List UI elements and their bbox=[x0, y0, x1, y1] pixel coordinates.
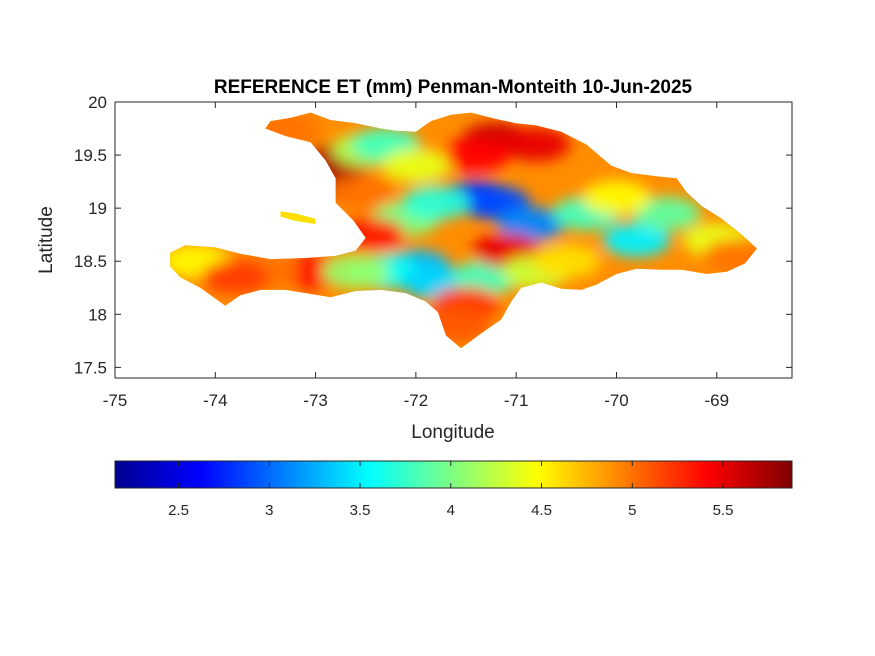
x-tick-label: -71 bbox=[504, 391, 529, 410]
colorbar bbox=[114, 460, 793, 489]
y-tick-label: 19.5 bbox=[74, 146, 107, 165]
land-region-0 bbox=[170, 112, 757, 349]
y-tick-label: 20 bbox=[88, 93, 107, 112]
x-tick-label: -75 bbox=[103, 391, 128, 410]
et-cell-32 bbox=[582, 180, 651, 215]
et-cell-3 bbox=[502, 127, 571, 162]
chart-title: REFERENCE ET (mm) Penman-Monteith 10-Jun… bbox=[214, 77, 693, 98]
y-tick-label: 18 bbox=[88, 305, 107, 324]
et-cell-4 bbox=[442, 138, 511, 173]
colorbar-tick-label: 5.5 bbox=[713, 502, 734, 519]
x-tick-label: -73 bbox=[303, 391, 328, 410]
y-axis-label: Latitude bbox=[36, 206, 57, 274]
x-axis-label: Longitude bbox=[411, 422, 494, 443]
colorbar-tick-label: 4 bbox=[447, 502, 455, 519]
et-cell-29 bbox=[201, 260, 270, 295]
et-cell-12 bbox=[602, 223, 671, 257]
x-tick-label: -74 bbox=[203, 391, 228, 410]
colorbar-ticks: 2.5 3 3.5 4 4.5 5 5.5 bbox=[168, 461, 733, 519]
et-cell-33 bbox=[532, 244, 601, 279]
land-region-1 bbox=[280, 211, 316, 225]
colorbar-tick-label: 5 bbox=[628, 502, 636, 519]
et-cell-30 bbox=[321, 254, 390, 289]
y-tick-label: 17.5 bbox=[74, 358, 107, 377]
x-tick-label: -70 bbox=[604, 391, 629, 410]
colorbar-tick-label: 2.5 bbox=[168, 502, 189, 519]
colorbar-tick-label: 4.5 bbox=[531, 502, 552, 519]
et-cell-16 bbox=[401, 185, 470, 220]
plot-frame bbox=[114, 101, 793, 379]
x-tick-label: -69 bbox=[704, 391, 729, 410]
x-tick-label: -72 bbox=[404, 391, 429, 410]
x-axis: -75 -74 -73 -72 -71 -70 -69 bbox=[103, 102, 729, 410]
et-cell-31 bbox=[326, 175, 395, 210]
colorbar-tick-label: 3.5 bbox=[350, 502, 371, 519]
colorbar-tick-label: 3 bbox=[265, 502, 273, 519]
et-cell-13 bbox=[632, 196, 701, 231]
y-axis: 17.5 18 18.5 19 19.5 20 bbox=[74, 93, 792, 377]
y-tick-label: 18.5 bbox=[74, 252, 107, 271]
et-cell-7 bbox=[381, 148, 450, 183]
y-tick-label: 19 bbox=[88, 199, 107, 218]
et-cell-10 bbox=[497, 207, 566, 242]
